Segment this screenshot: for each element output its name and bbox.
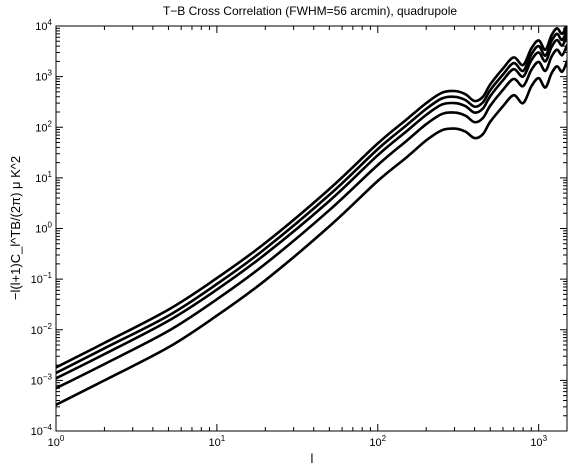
y-tick-label: 10−3 — [31, 372, 53, 387]
x-axis-label: l — [311, 451, 314, 466]
y-tick-label: 10−4 — [31, 423, 53, 438]
y-tick-label: 102 — [35, 119, 52, 134]
chart-title: T−B Cross Correlation (FWHM=56 arcmin), … — [163, 4, 457, 18]
y-tick-label: 101 — [35, 170, 52, 185]
series-line-4 — [56, 43, 567, 390]
y-tick-label: 100 — [35, 221, 52, 236]
x-tick-label: 103 — [530, 434, 547, 449]
y-tick-label: 10−1 — [31, 271, 53, 286]
y-axis-label: −l(l+1)C_l^TB/(2π) μ K^2 — [8, 156, 23, 300]
plot-frame — [55, 25, 568, 432]
x-tick-label: 102 — [369, 434, 386, 449]
series-layer — [56, 26, 567, 407]
ticks-layer: 100 101 102 103 10−4 10−3 10−2 10−1 100 101 102 103… — [31, 18, 567, 449]
series-line-1 — [56, 26, 567, 369]
x-tick-label: 100 — [48, 434, 65, 449]
y-tick-label: 10−2 — [31, 322, 53, 337]
y-tick-label: 104 — [35, 18, 52, 33]
x-tick-label: 101 — [209, 434, 226, 449]
series-line-2 — [56, 28, 567, 375]
series-line-5 — [56, 60, 567, 407]
y-tick-label: 103 — [35, 69, 52, 84]
series-line-3 — [56, 34, 567, 380]
